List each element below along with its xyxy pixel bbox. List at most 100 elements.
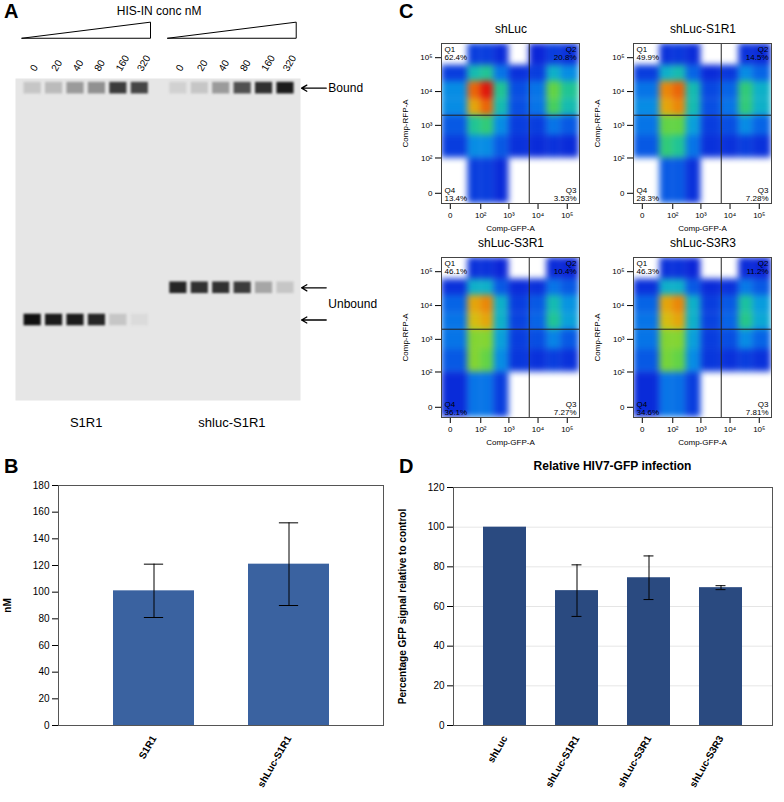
svg-text:10⁴: 10⁴	[612, 301, 625, 310]
svg-text:140: 140	[33, 533, 50, 544]
svg-text:10⁵: 10⁵	[561, 211, 573, 220]
svg-text:20: 20	[49, 58, 64, 74]
svg-text:0: 0	[448, 425, 453, 434]
svg-text:10⁴: 10⁴	[532, 211, 545, 220]
svg-text:10⁴: 10⁴	[532, 425, 545, 434]
svg-text:60: 60	[433, 601, 445, 612]
svg-text:10⁵: 10⁵	[561, 425, 573, 434]
svg-text:Comp-RFP-A: Comp-RFP-A	[401, 313, 410, 362]
svg-text:10³: 10³	[503, 425, 515, 434]
svg-text:10²: 10²	[475, 211, 487, 220]
svg-text:Q33.53%: Q33.53%	[554, 186, 577, 203]
svg-text:0: 0	[44, 720, 50, 731]
svg-text:10⁵: 10⁵	[420, 53, 432, 62]
svg-text:Q149.9%: Q149.9%	[637, 45, 660, 62]
svg-text:160: 160	[259, 53, 277, 73]
svg-text:20: 20	[433, 680, 445, 691]
svg-text:20: 20	[38, 693, 50, 704]
svg-text:shLuc: shLuc	[485, 733, 509, 764]
svg-text:80: 80	[433, 561, 445, 572]
svg-text:0: 0	[448, 211, 453, 220]
svg-text:10³: 10³	[695, 425, 707, 434]
svg-text:10⁴: 10⁴	[420, 87, 433, 96]
svg-text:Q162.4%: Q162.4%	[445, 45, 468, 62]
svg-text:100: 100	[33, 586, 50, 597]
svg-text:Q37.28%: Q37.28%	[746, 186, 769, 203]
svg-text:shluc-S1R1: shluc-S1R1	[198, 415, 265, 430]
svg-text:10³: 10³	[503, 211, 515, 220]
svg-text:0: 0	[428, 189, 433, 198]
svg-text:Q220.8%: Q220.8%	[554, 45, 577, 62]
svg-text:10³: 10³	[613, 121, 625, 130]
svg-text:320: 320	[135, 53, 153, 73]
svg-text:10⁴: 10⁴	[724, 211, 737, 220]
svg-text:10³: 10³	[613, 335, 625, 344]
svg-text:10²: 10²	[613, 368, 625, 377]
svg-text:10²: 10²	[667, 425, 679, 434]
svg-text:Q37.81%: Q37.81%	[746, 400, 769, 417]
svg-text:shLuc-S1R1: shLuc-S1R1	[255, 733, 294, 789]
svg-text:60: 60	[38, 640, 50, 651]
svg-text:Q434.6%: Q434.6%	[637, 400, 660, 417]
svg-text:10²: 10²	[421, 368, 433, 377]
svg-text:Comp-GFP-A: Comp-GFP-A	[486, 438, 535, 447]
svg-text:Q146.3%: Q146.3%	[637, 259, 660, 276]
svg-text:10³: 10³	[421, 121, 433, 130]
svg-text:Bound: Bound	[328, 81, 363, 95]
svg-text:0: 0	[28, 62, 41, 73]
svg-text:180: 180	[33, 480, 50, 491]
svg-text:120: 120	[428, 482, 445, 493]
svg-text:Unbound: Unbound	[328, 297, 377, 311]
svg-text:shLuc-S1R1: shLuc-S1R1	[543, 733, 582, 789]
svg-text:nM: nM	[2, 598, 13, 612]
svg-text:shLuc-S3R3: shLuc-S3R3	[687, 733, 726, 789]
svg-text:Q210.4%: Q210.4%	[554, 259, 577, 276]
svg-text:Q146.1%: Q146.1%	[445, 259, 468, 276]
svg-text:100: 100	[428, 521, 445, 532]
svg-text:10²: 10²	[613, 154, 625, 163]
svg-text:80: 80	[238, 58, 253, 74]
svg-text:0: 0	[620, 403, 625, 412]
svg-text:0: 0	[173, 62, 186, 73]
svg-text:40: 40	[38, 666, 50, 677]
svg-text:Comp-RFP-A: Comp-RFP-A	[593, 313, 602, 362]
svg-text:0: 0	[428, 403, 433, 412]
svg-text:320: 320	[280, 53, 298, 73]
svg-text:Comp-GFP-A: Comp-GFP-A	[678, 438, 727, 447]
svg-text:20: 20	[195, 58, 210, 74]
svg-text:40: 40	[216, 58, 231, 74]
svg-text:40: 40	[433, 640, 445, 651]
svg-text:160: 160	[113, 53, 131, 73]
svg-text:S1R1: S1R1	[70, 415, 103, 430]
svg-text:Comp-RFP-A: Comp-RFP-A	[401, 99, 410, 148]
svg-text:shLuc-S3R1: shLuc-S3R1	[615, 733, 654, 789]
svg-text:Q214.5%: Q214.5%	[746, 45, 769, 62]
svg-text:Percentage GFP signal relative: Percentage GFP signal relative to contro…	[397, 509, 408, 705]
svg-text:0: 0	[640, 425, 645, 434]
svg-text:Q436.1%: Q436.1%	[445, 400, 468, 417]
svg-text:10²: 10²	[475, 425, 487, 434]
svg-text:10⁵: 10⁵	[612, 53, 624, 62]
svg-text:S1R1: S1R1	[136, 733, 158, 761]
svg-text:HIS-IN conc nM: HIS-IN conc nM	[117, 4, 202, 18]
svg-text:10²: 10²	[421, 154, 433, 163]
svg-text:10⁴: 10⁴	[420, 301, 433, 310]
svg-text:Q211.2%: Q211.2%	[746, 259, 769, 276]
svg-text:10⁵: 10⁵	[612, 267, 624, 276]
svg-text:80: 80	[38, 613, 50, 624]
svg-text:Comp-RFP-A: Comp-RFP-A	[593, 99, 602, 148]
svg-text:10⁵: 10⁵	[753, 425, 765, 434]
svg-text:10⁴: 10⁴	[724, 425, 737, 434]
svg-text:Comp-GFP-A: Comp-GFP-A	[678, 224, 727, 233]
svg-text:Q37.27%: Q37.27%	[554, 400, 577, 417]
svg-text:10³: 10³	[695, 211, 707, 220]
svg-text:0: 0	[439, 720, 445, 731]
svg-text:Comp-GFP-A: Comp-GFP-A	[486, 224, 535, 233]
svg-text:10⁵: 10⁵	[753, 211, 765, 220]
svg-text:Q428.3%: Q428.3%	[637, 186, 660, 203]
svg-text:10⁵: 10⁵	[420, 267, 432, 276]
svg-text:80: 80	[92, 58, 107, 74]
svg-text:Q413.4%: Q413.4%	[445, 186, 468, 203]
svg-text:10⁴: 10⁴	[612, 87, 625, 96]
svg-text:160: 160	[33, 506, 50, 517]
